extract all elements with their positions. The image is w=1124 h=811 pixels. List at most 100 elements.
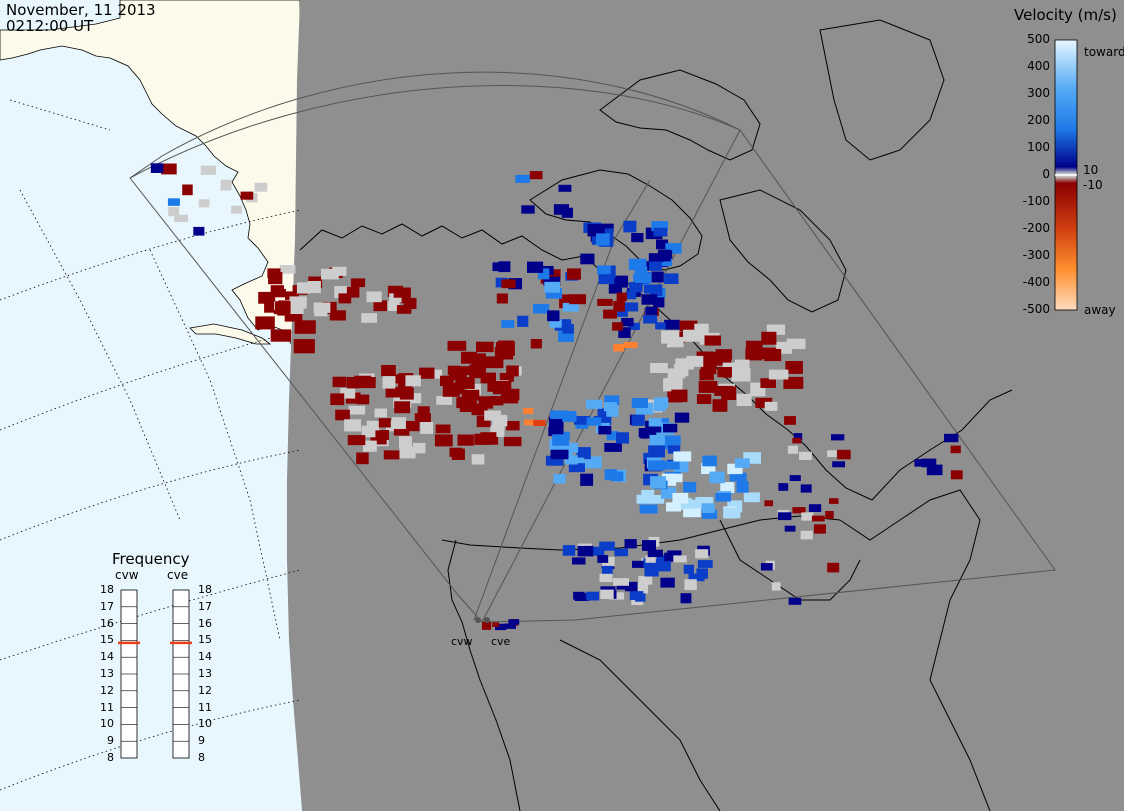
scatter-cell [361, 313, 377, 323]
scatter-cell [533, 419, 546, 426]
scatter-cell [674, 412, 690, 423]
scatter-cell [440, 375, 454, 386]
scatter-cell [628, 258, 647, 270]
scatter-cell [813, 524, 826, 534]
scatter-cell [680, 499, 697, 510]
scatter-cell [785, 361, 803, 374]
scatter-cell [497, 340, 515, 353]
scatter-cell [649, 434, 665, 446]
scatter-cell [515, 174, 530, 183]
scatter-cell [498, 261, 511, 273]
scatter-cell [399, 446, 416, 459]
scatter-cell [562, 324, 574, 334]
scatter-cell [701, 509, 718, 519]
scatter-cell [793, 433, 803, 441]
scatter-cell [647, 549, 663, 558]
scatter-cell [573, 591, 585, 600]
scatter-cell [671, 389, 688, 403]
scatter-cell [558, 331, 574, 342]
scatter-cell [801, 512, 814, 521]
velocity-legend-title: Velocity (m/s) [1014, 6, 1117, 24]
scatter-cell [545, 288, 562, 299]
scatter-cell [553, 474, 566, 484]
scatter-cell [587, 224, 605, 237]
scatter-cell [764, 500, 773, 507]
scatter-cell [506, 421, 520, 431]
scatter-cell [561, 442, 579, 453]
scatter-cell [829, 498, 839, 504]
scatter-cell [663, 423, 678, 433]
scatter-cell [673, 555, 687, 563]
scatter-cell [356, 394, 370, 405]
scatter-cell [599, 541, 615, 551]
scatter-cell [562, 302, 579, 312]
scatter-cell [593, 416, 612, 426]
scatter-cell [783, 376, 804, 389]
scatter-cell [567, 268, 581, 280]
scatter-cell [638, 428, 653, 438]
time-label: 0212:00 UT [6, 17, 94, 35]
peninsula [189, 323, 272, 345]
velocity-tick: -200 [1022, 221, 1050, 235]
velocity-tick: -10 [1083, 178, 1103, 192]
scatter-cell [356, 452, 369, 465]
scatter-cell [743, 492, 760, 503]
scatter-cell [683, 508, 701, 518]
scatter-cell [631, 233, 644, 243]
scatter-cell [635, 402, 654, 415]
scatter-cell [383, 450, 400, 460]
scatter-cell [373, 430, 389, 440]
scatter-cell [335, 409, 350, 421]
scatter-cell [396, 305, 412, 314]
scatter-cell [161, 163, 177, 175]
scatter-cell [492, 414, 508, 427]
scatter-cell [667, 445, 681, 454]
radar-site-cvw [475, 617, 481, 623]
scatter-cell [580, 473, 594, 486]
scatter-cell [493, 380, 512, 395]
scatter-cell [715, 349, 733, 360]
scatter-cell [743, 452, 761, 464]
scatter-cell [521, 205, 535, 214]
daylit-land [0, 0, 301, 357]
scatter-cell [550, 410, 568, 419]
velocity-tick: -100 [1022, 194, 1050, 208]
scatter-cell [698, 381, 718, 393]
scatter-cell [656, 239, 669, 250]
scatter-cell [270, 329, 292, 342]
scatter-cell [558, 184, 572, 192]
velocity-tick: 500 [1027, 32, 1050, 46]
scatter-cell [787, 445, 798, 454]
radar-site-cve [484, 617, 490, 623]
velocity-tick: -500 [1022, 302, 1050, 316]
scatter-cell [240, 191, 254, 200]
frequency-title: Frequency [112, 550, 190, 568]
scatter-cell [378, 418, 391, 428]
scatter-cell [641, 294, 658, 305]
scatter-cell [537, 268, 550, 280]
scatter-cell [517, 315, 529, 327]
scatter-cell [667, 368, 686, 379]
scatter-cell [391, 417, 406, 429]
scatter-cell [921, 458, 937, 468]
scatter-cell [524, 419, 535, 426]
scatter-cell [645, 306, 658, 315]
scatter-cell [471, 403, 488, 416]
scatter-cell [547, 310, 560, 322]
scatter-cell [220, 179, 232, 191]
scatter-cell [734, 359, 750, 372]
scatter-cell [714, 385, 733, 396]
scatter-cell [321, 268, 339, 280]
scatter-cell [655, 322, 666, 330]
scatter-cell [482, 621, 492, 630]
scatter-cell [745, 348, 763, 361]
scatter-cell [366, 291, 382, 303]
scatter-cell [330, 393, 345, 406]
frequency-scale-label: 8 [198, 751, 205, 764]
scatter-cell [448, 368, 467, 381]
scatter-cell [508, 619, 520, 625]
scatter-cell [490, 425, 505, 437]
scatter-layer [150, 163, 963, 631]
scatter-cell [447, 340, 467, 351]
scatter-cell [624, 581, 638, 592]
